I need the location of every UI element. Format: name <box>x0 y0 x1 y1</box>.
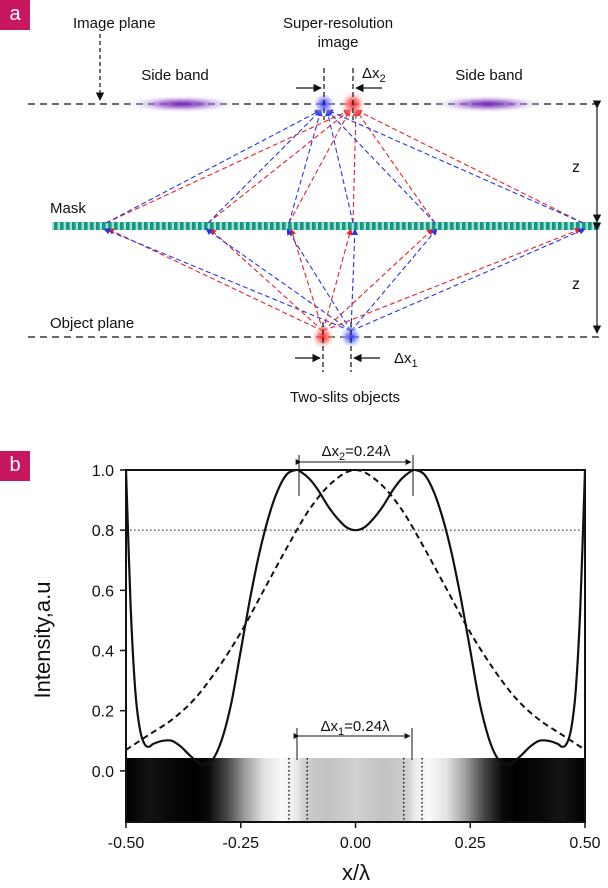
z-top-label: z <box>572 159 580 176</box>
ray-blue-image <box>288 109 323 224</box>
panel-a-diagram: Image plane Super-resolution image Side … <box>28 15 602 406</box>
object-spot-blue <box>339 325 363 349</box>
svg-text:Δx1=0.24λ: Δx1=0.24λ <box>320 718 390 738</box>
ray-blue-image <box>326 109 584 224</box>
y-tick-label: 0.6 <box>92 583 114 600</box>
plot-frame <box>125 469 586 823</box>
object-spot-red <box>311 325 335 349</box>
mask-grating <box>52 222 600 230</box>
strip-dotted-markers <box>288 758 423 822</box>
y-tick-label: 0.4 <box>92 644 114 661</box>
ray-red-image <box>355 109 584 224</box>
x-tick-label: 0.25 <box>455 835 486 852</box>
x-tick-label: 0.00 <box>340 835 371 852</box>
image-plane-label: Image plane <box>73 15 156 32</box>
ray-blue-up <box>350 228 359 332</box>
ray-lines <box>103 109 586 332</box>
ray-blue-up <box>286 228 352 332</box>
sr-title-line2: image <box>318 34 359 51</box>
sr-title-line1: Super-resolution <box>283 15 393 32</box>
ray-red-image <box>352 109 360 224</box>
y-axis-ticks: 0.0 0.2 0.4 0.6 0.8 1.0 <box>92 463 126 781</box>
y-tick-label: 1.0 <box>92 463 114 480</box>
y-axis-label: Intensity,a.u <box>30 582 55 699</box>
panel-b-badge: b <box>0 451 30 481</box>
intensity-strip <box>126 758 585 822</box>
ray-blue-image <box>105 109 322 224</box>
object-plane-label: Object plane <box>50 315 134 332</box>
x-axis-label: x/λ <box>342 860 370 885</box>
ray-red-image <box>207 109 351 224</box>
ray-red-up <box>322 228 434 332</box>
x-tick-label: 0.50 <box>569 835 600 852</box>
y-tick-label: 0.0 <box>92 764 114 781</box>
ray-blue-up <box>103 228 352 332</box>
ray-red-image <box>105 109 351 224</box>
dx1-annotation: Δx1=0.24λ <box>293 718 413 760</box>
ray-red-up <box>322 228 582 332</box>
dx2-label: Δx2 <box>362 65 386 85</box>
ray-red-image <box>288 109 351 224</box>
ray-blue-image <box>325 109 354 224</box>
dx2-annotation: Δx2=0.24λ <box>295 443 414 496</box>
ray-blue-image <box>326 109 436 224</box>
x-axis-ticks: -0.50 -0.25 0.00 0.25 0.50 <box>108 822 601 852</box>
mask-label: Mask <box>50 200 86 217</box>
side-band-left-label: Side band <box>141 67 209 84</box>
ray-red-up <box>322 228 353 332</box>
z-bottom-label: z <box>572 276 580 293</box>
ray-red-up <box>289 228 324 332</box>
svg-text:Δx2=0.24λ: Δx2=0.24λ <box>321 443 391 463</box>
dx1-label: Δx1 <box>394 350 418 370</box>
ray-blue-image <box>207 109 322 224</box>
y-tick-label: 0.8 <box>92 523 114 540</box>
x-tick-label: -0.25 <box>223 835 260 852</box>
side-band-right-label: Side band <box>455 67 523 84</box>
ray-red-up <box>209 228 324 332</box>
x-tick-label: -0.50 <box>108 835 145 852</box>
ray-blue-up <box>205 228 352 332</box>
ray-blue-up <box>350 228 586 332</box>
panel-a-badge: a <box>0 0 30 30</box>
ray-red-image <box>355 109 436 224</box>
solid-curve <box>126 470 585 767</box>
side-band-right-blob <box>430 95 546 113</box>
objects-label: Two-slits objects <box>290 389 400 406</box>
y-tick-label: 0.2 <box>92 704 114 721</box>
side-band-left-blob <box>124 95 240 113</box>
dashed-curve <box>126 470 585 751</box>
ray-blue-up <box>350 228 438 332</box>
